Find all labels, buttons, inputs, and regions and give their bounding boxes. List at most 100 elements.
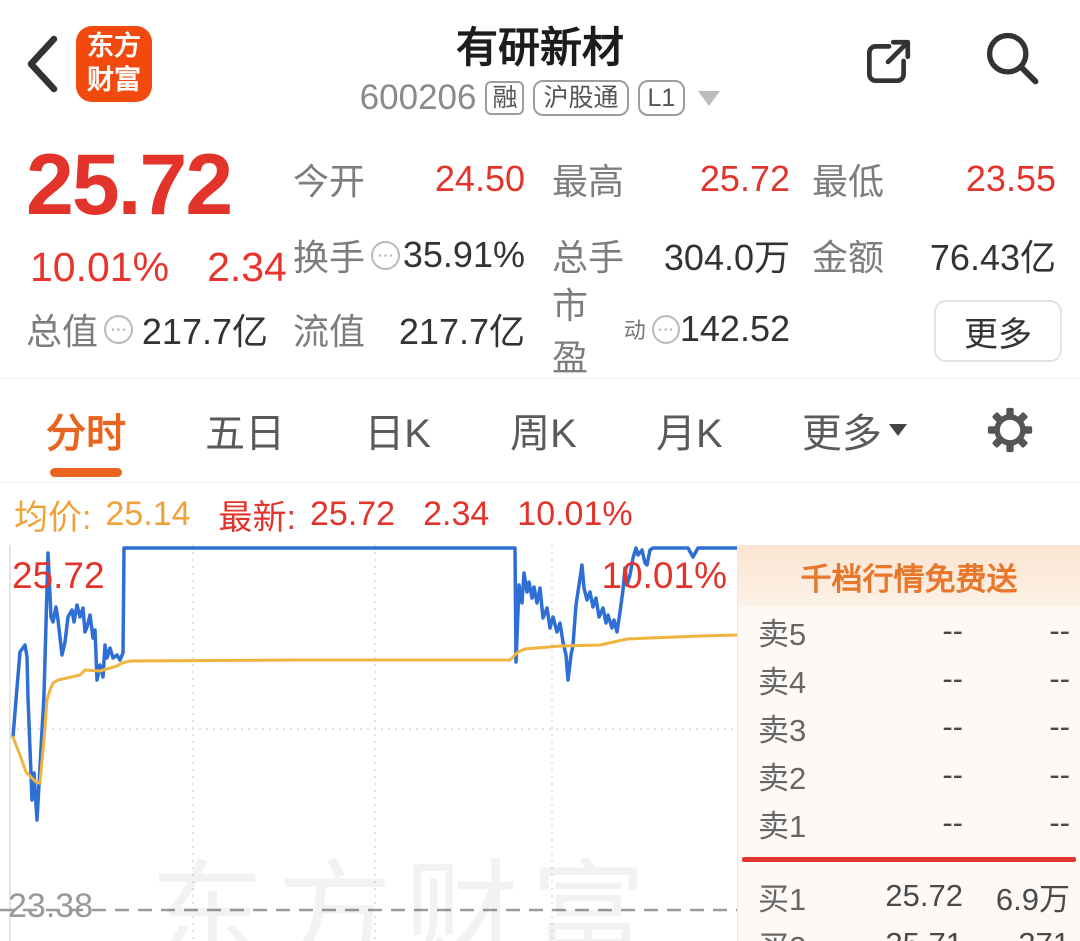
stat-open-value: 24.50 xyxy=(434,158,525,199)
last-price: 25.72 xyxy=(26,137,233,233)
buy2-price: 25.71 xyxy=(830,926,963,941)
chevron-down-icon xyxy=(888,424,907,436)
stat-low: 最低 23.55 xyxy=(812,156,1056,202)
logo-text-line1: 东方 xyxy=(87,31,141,62)
stat-pe-text: 市盈 xyxy=(552,285,589,378)
change-percent: 10.01% xyxy=(30,244,170,290)
info-icon[interactable]: ⋯ xyxy=(371,240,401,270)
bid-ask-divider xyxy=(742,857,1076,862)
order-book-panel: 千档行情免费送 卖5 -- -- 卖4 -- -- 卖3 -- -- 卖2 --… xyxy=(737,545,1080,941)
stat-mktcap-label: 总值 ⋯ xyxy=(26,303,134,355)
sell5-label: 卖5 xyxy=(758,616,807,652)
stat-amount-label: 金额 xyxy=(812,237,885,278)
stat-pe-label: 市盈 动 ⋯ xyxy=(552,277,680,381)
eastmoney-logo[interactable]: 东方 财富 xyxy=(76,26,152,102)
last-price-value: 25.72 xyxy=(310,494,396,533)
buy-row-1[interactable]: 买1 25.72 6.9万 xyxy=(738,872,1080,920)
sell4-label: 卖4 xyxy=(758,664,807,700)
tab-minute[interactable]: 分时 xyxy=(46,401,126,459)
last-change-value: 2.34 xyxy=(423,494,490,533)
buy2-vol: 271 xyxy=(963,926,1070,941)
more-stats-button[interactable]: 更多 xyxy=(934,300,1062,362)
stat-open: 今开 24.50 xyxy=(293,156,525,202)
buy1-label: 买1 xyxy=(758,881,807,917)
sell-row-1[interactable]: 卖1 -- -- xyxy=(738,799,1080,847)
logo-text-line2: 财富 xyxy=(87,65,141,95)
stat-floatcap-label: 流值 xyxy=(293,311,366,352)
last-pct-value: 10.01% xyxy=(517,494,633,533)
sell4-vol: -- xyxy=(1049,661,1070,696)
stat-turnover-text: 换手 xyxy=(293,237,366,278)
sell1-vol: -- xyxy=(1049,805,1070,840)
sell4-price: -- xyxy=(942,661,963,696)
sell2-label: 卖2 xyxy=(758,760,807,796)
price-change-row: 10.01% 2.34 xyxy=(30,244,287,291)
stock-code: 600206 xyxy=(359,78,477,117)
margin-badge: 融 xyxy=(485,80,525,116)
chevron-down-icon[interactable] xyxy=(698,90,721,106)
tab-daily-k[interactable]: 日K xyxy=(364,412,431,456)
share-icon[interactable] xyxy=(860,36,914,90)
hgt-badge: 沪股通 xyxy=(533,79,629,117)
tab-monthly-k[interactable]: 月K xyxy=(656,412,723,456)
header: 东方 财富 有研新材 600206 融 沪股通 L1 xyxy=(0,0,1080,129)
buy-row-2[interactable]: 买2 25.71 271 xyxy=(738,920,1080,941)
stat-turnover-value: 35.91% xyxy=(402,234,525,275)
chart-legend-row: 均价: 25.14 最新: 25.72 2.34 10.01% xyxy=(0,483,1080,545)
tab-more[interactable]: 更多 xyxy=(802,401,907,459)
buy2-label: 买2 xyxy=(758,922,830,941)
stat-mktcap-value: 217.7亿 xyxy=(141,311,268,352)
last-price-label: 最新: xyxy=(218,498,296,537)
stock-subtitle: 600206 融 沪股通 L1 xyxy=(0,78,1080,118)
info-icon[interactable]: ⋯ xyxy=(651,314,680,344)
minute-chart-svg xyxy=(0,545,737,941)
stat-pe-value: 142.52 xyxy=(679,308,790,349)
stat-volume: 总手 304.0万 xyxy=(552,232,790,278)
watermark: 东方财富 xyxy=(150,852,659,941)
stat-turnover-label: 换手 ⋯ xyxy=(293,229,401,281)
stat-amount: 金额 76.43亿 xyxy=(812,232,1056,278)
avg-price-label: 均价: xyxy=(14,498,92,537)
sell-row-2[interactable]: 卖2 -- -- xyxy=(738,751,1080,799)
sell2-vol: -- xyxy=(1049,757,1070,792)
stat-volume-label: 总手 xyxy=(552,237,625,278)
gear-icon[interactable] xyxy=(986,406,1034,454)
sell5-price: -- xyxy=(942,613,963,648)
stat-open-label: 今开 xyxy=(293,161,366,202)
stat-low-label: 最低 xyxy=(812,161,885,202)
tab-5day[interactable]: 五日 xyxy=(205,412,286,456)
sell-row-3[interactable]: 卖3 -- -- xyxy=(738,703,1080,751)
sell5-vol: -- xyxy=(1049,613,1070,648)
promo-banner[interactable]: 千档行情免费送 xyxy=(738,545,1080,607)
stat-high-label: 最高 xyxy=(552,161,625,202)
stat-high: 最高 25.72 xyxy=(552,156,790,202)
sell-row-4[interactable]: 卖4 -- -- xyxy=(738,655,1080,703)
stat-floatcap-value: 217.7亿 xyxy=(398,311,525,352)
quote-panel: 25.72 10.01% 2.34 今开 24.50 最高 25.72 最低 2… xyxy=(0,128,1080,379)
level-badge: L1 xyxy=(637,79,686,117)
stat-low-value: 23.55 xyxy=(965,158,1056,199)
minute-chart[interactable]: 东方财富 25.72 10.01% 23.38 xyxy=(0,545,737,941)
tab-weekly-k[interactable]: 周K xyxy=(510,412,577,456)
info-icon[interactable]: ⋯ xyxy=(104,314,134,344)
back-icon[interactable] xyxy=(22,32,62,96)
stat-turnover: 换手 ⋯ 35.91% xyxy=(293,232,525,278)
stat-volume-value: 304.0万 xyxy=(663,237,790,278)
stat-amount-value: 76.43亿 xyxy=(929,237,1056,278)
chart-high-label: 25.72 xyxy=(12,555,105,596)
stat-pe: 市盈 动 ⋯ 142.52 xyxy=(552,285,790,378)
chart-pct-label: 10.01% xyxy=(601,555,728,596)
sell1-label: 卖1 xyxy=(758,808,807,844)
stock-name: 有研新材 xyxy=(455,24,624,71)
buy1-vol: 6.9万 xyxy=(995,881,1070,917)
chart-prevclose-label: 23.38 xyxy=(8,887,94,925)
sell-row-5[interactable]: 卖5 -- -- xyxy=(738,607,1080,655)
change-absolute: 2.34 xyxy=(207,244,287,290)
search-icon[interactable] xyxy=(980,26,1044,90)
stat-high-value: 25.72 xyxy=(699,158,790,199)
stat-pe-sup: 动 xyxy=(623,318,646,343)
buy1-price: 25.72 xyxy=(885,878,963,913)
stat-floatcap: 流值 217.7亿 xyxy=(293,306,525,352)
sell3-price: -- xyxy=(942,709,963,744)
